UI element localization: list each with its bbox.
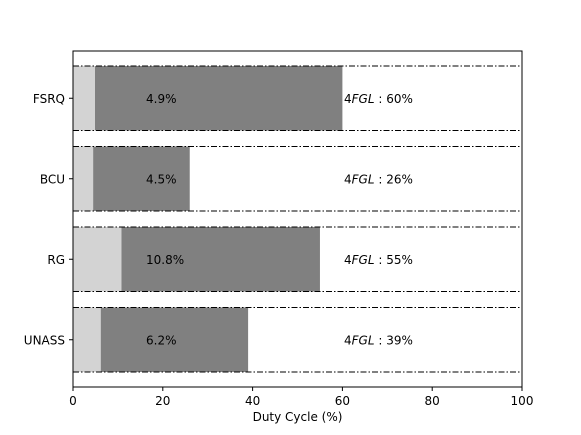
bar-total-fsrq [73,66,343,131]
fgl-label-rg: 4FGL : 55% [344,253,413,267]
x-tick-label-0: 0 [69,394,77,408]
x-tick-label-80: 80 [425,394,440,408]
category-label-unass: UNASS [24,333,65,347]
bar-fraction-rg [73,227,122,292]
bar-label-rg: 10.8% [146,253,184,267]
x-axis-title: Duty Cycle (%) [253,410,343,424]
bar-fraction-fsrq [73,66,96,131]
fgl-label-fsrq: 4FGL : 60% [344,92,413,106]
category-label-fsrq: FSRQ [33,92,65,106]
x-tick-label-40: 40 [245,394,260,408]
x-tick-label-100: 100 [511,394,534,408]
bar-label-fsrq: 4.9% [146,92,177,106]
category-label-bcu: BCU [40,172,65,186]
fgl-label-bcu: 4FGL : 26% [344,172,413,186]
bar-fraction-unass [73,307,101,372]
x-tick-label-60: 60 [335,394,350,408]
x-tick-label-20: 20 [155,394,170,408]
fgl-label-unass: 4FGL : 39% [344,333,413,347]
bar-total-unass [73,307,249,372]
bar-label-unass: 6.2% [146,333,177,347]
bar-label-bcu: 4.5% [146,172,177,186]
plot-frame [72,50,523,388]
bar-fraction-bcu [73,146,94,211]
category-label-rg: RG [47,253,65,267]
